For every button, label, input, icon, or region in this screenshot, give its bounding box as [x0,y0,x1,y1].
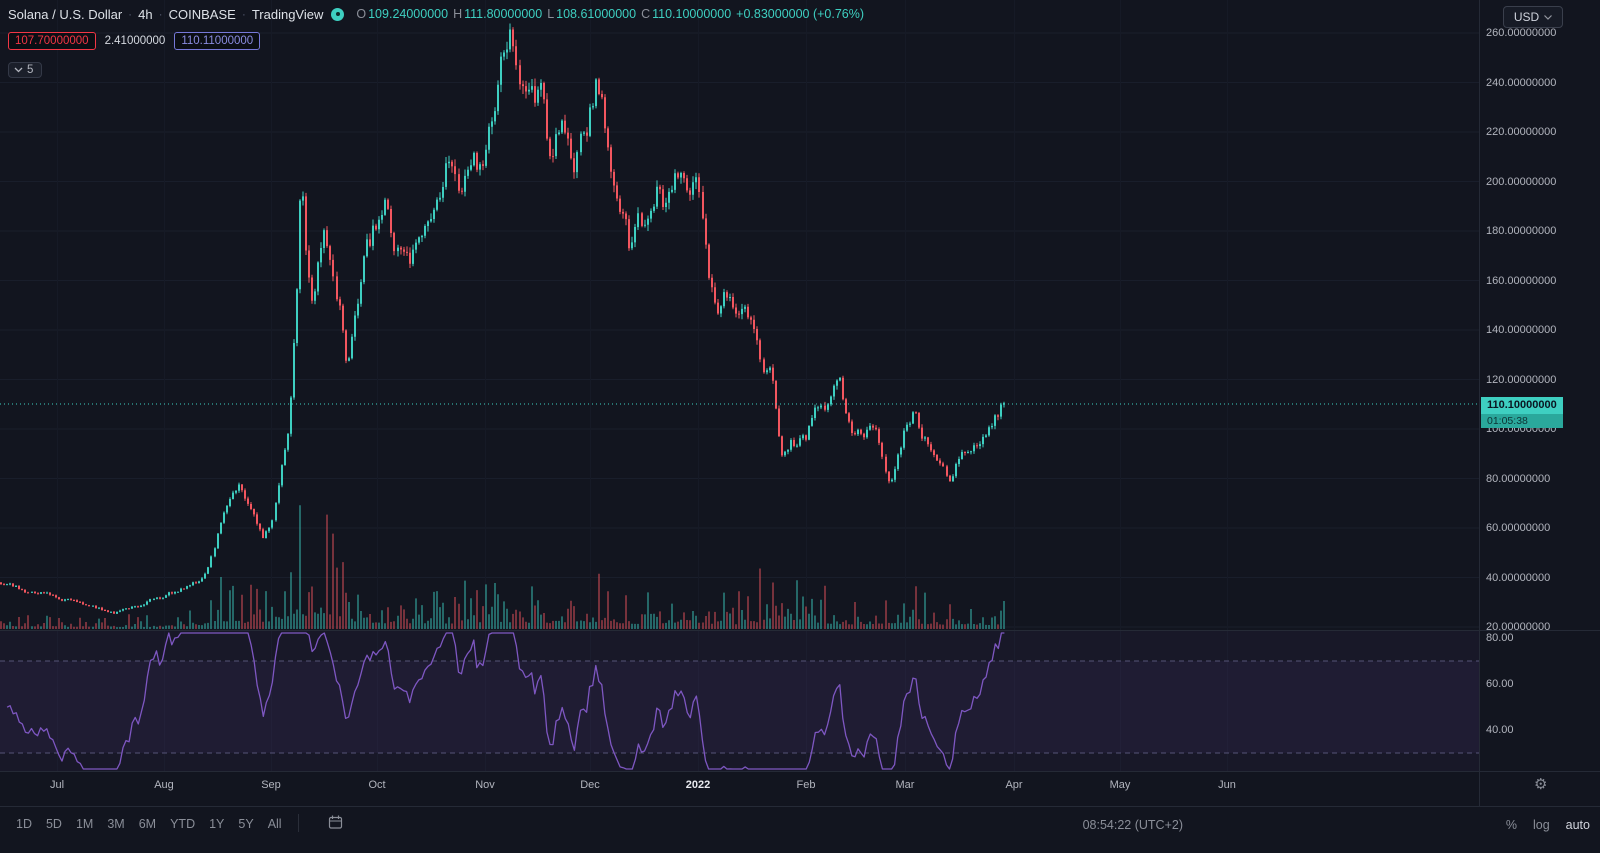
price-axis-label: 180.00000000 [1486,225,1557,237]
time-axis-label: 2022 [685,779,711,791]
range-button-ytd[interactable]: YTD [170,817,196,831]
realtime-status-icon[interactable] [331,7,345,21]
price-change-value: +0.83000000 (+0.76%) [736,7,865,21]
current-price-value: 110.10000000 [1481,397,1563,414]
price-axis-label: 60.00000000 [1486,522,1551,534]
symbol-title[interactable]: Solana / U.S. Dollar [8,6,123,22]
range-button-1y[interactable]: 1Y [209,817,225,831]
price-axis-label: 80.00000000 [1486,472,1551,485]
date-range-buttons: 1D 5D 1M 3M 6M YTD 1Y 5Y All [10,814,288,834]
price-axis-label: 140.00000000 [1486,324,1557,336]
price-axis-label: 260.00000000 [1486,27,1557,39]
gear-icon[interactable]: ⚙ [1534,776,1548,793]
close-label: C [641,7,651,21]
price-axis-label: 220.00000000 [1486,126,1557,138]
time-axis-label: Aug [154,779,174,791]
chevron-down-icon [1544,14,1553,20]
price-chart[interactable] [0,0,1480,806]
bar-countdown: 01:05:38 [1481,414,1563,428]
high-value: 111.80000000 [464,7,543,21]
currency-selector-button[interactable]: USD [1503,6,1563,28]
position-tool-legend: 107.70000000 2.41000000 110.11000000 [8,32,864,50]
stop-price-chip: 107.70000000 [8,32,96,50]
range-button-all[interactable]: All [267,817,282,831]
session-clock[interactable]: 08:54:22 (UTC+2) [1082,818,1183,832]
range-button-1m[interactable]: 1M [75,817,94,831]
range-button-1d[interactable]: 1D [16,817,32,831]
price-axis-label: 200.00000000 [1486,175,1557,188]
open-label: O [356,7,367,21]
target-price-chip: 110.11000000 [174,32,261,50]
ohlc-values: O 109.24000000 H 111.80000000 L 108.6100… [356,7,864,21]
time-axis-label: Oct [368,779,386,791]
interval-label[interactable]: 4h [138,6,153,22]
pane-divider[interactable] [0,630,1600,631]
chart-legend: Solana / U.S. Dollar · 4h · COINBASE · T… [8,5,864,78]
time-axis-label: Apr [1005,779,1023,791]
collapsed-indicators-row: 5 [8,60,864,78]
brand-label: TradingView [251,6,324,22]
symbol-legend-row: Solana / U.S. Dollar · 4h · COINBASE · T… [8,5,864,23]
go-to-date-icon[interactable] [327,814,344,831]
close-value: 110.10000000 [652,7,732,21]
separator-dot: · [128,7,133,21]
time-axis-label: Feb [796,779,816,791]
low-value: 108.61000000 [556,7,637,21]
time-axis-label: Nov [475,779,495,791]
time-axis-label: Jun [1218,779,1236,791]
rsi-axis-label: 80.00 [1486,632,1514,644]
bottom-toolbar: 1D 5D 1M 3M 6M YTD 1Y 5Y All 08:54:22 (UTC+2) % l… [0,807,1600,853]
currency-label: USD [1513,10,1540,24]
price-axis-label: 160.00000000 [1486,274,1557,287]
time-axis-label: Jul [49,779,65,791]
time-axis[interactable]: Jul Aug Sep Oct Nov Dec 2022 Feb Mar Apr May Jun [0,772,1480,806]
separator-dot: · [158,7,163,21]
scale-toggle-buttons: % log auto [1506,818,1590,832]
collapsed-indicators-button[interactable]: 5 [8,62,43,78]
scale-button-auto[interactable]: auto [1565,818,1590,832]
range-value: 2.41000000 [104,35,166,47]
chevron-down-icon [14,67,23,73]
time-axis-label: Mar [895,779,915,791]
separator-dot: · [241,7,246,21]
high-label: H [453,7,463,21]
price-axis-label: 40.00000000 [1486,571,1551,584]
toolbar-divider [0,806,1600,807]
scale-button-percent[interactable]: % [1505,818,1517,832]
rsi-axis-label: 40.00 [1486,724,1514,736]
toolbar-separator [297,814,299,832]
range-button-3m[interactable]: 3M [107,817,125,831]
price-axis[interactable]: USD 110.10000000 01:05:38 ⚙ 260.00000000… [1480,0,1600,806]
time-axis-label: Dec [580,779,600,791]
low-label: L [547,7,555,21]
price-axis-divider [1479,0,1480,806]
rsi-axis-label: 60.00 [1486,678,1514,690]
current-price-label: 110.10000000 01:05:38 [1481,397,1563,428]
time-axis-divider [0,771,1600,772]
exchange-label: COINBASE [168,6,236,22]
range-button-5d[interactable]: 5D [45,817,62,831]
collapsed-count: 5 [27,64,34,76]
range-button-5y[interactable]: 5Y [238,817,254,831]
scale-button-log[interactable]: log [1532,818,1550,832]
chart-canvas[interactable] [0,0,1480,806]
time-axis-label: Sep [261,779,281,791]
time-axis-label: May [1109,779,1131,791]
open-value: 109.24000000 [368,7,449,21]
range-button-6m[interactable]: 6M [138,817,157,831]
price-axis-label: 120.00000000 [1486,373,1557,386]
price-axis-label: 240.00000000 [1486,76,1557,89]
